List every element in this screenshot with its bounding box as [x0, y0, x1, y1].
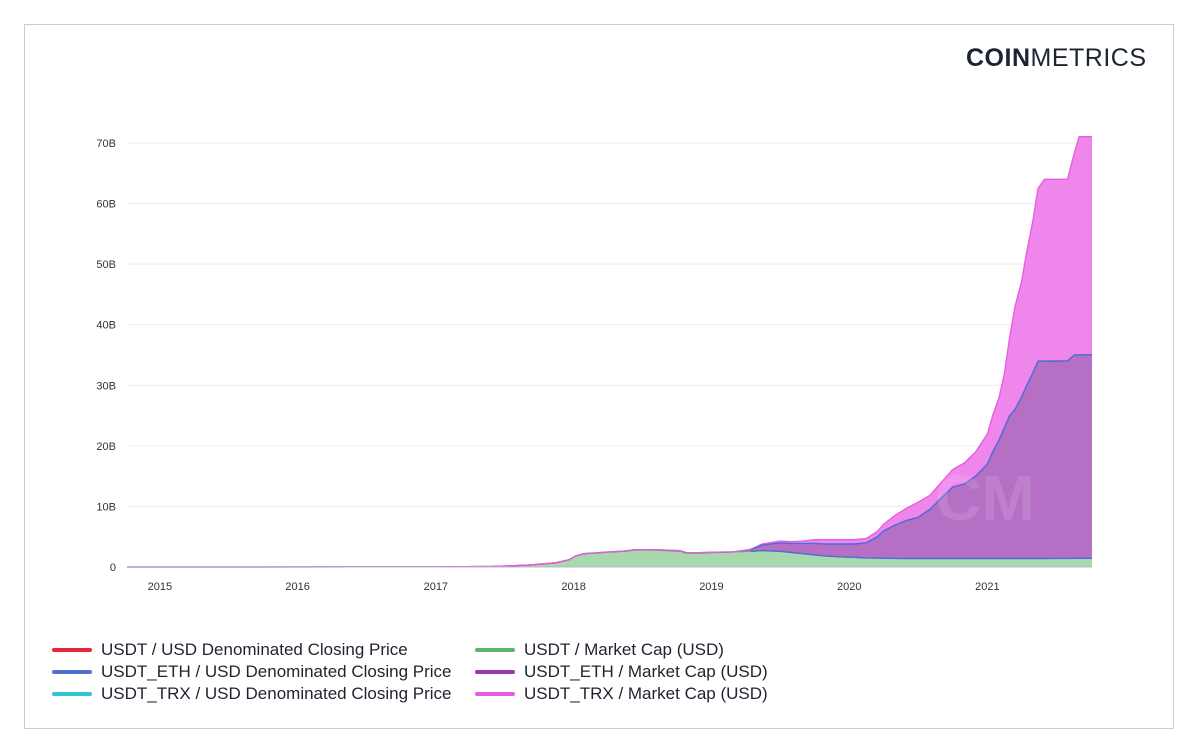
legend-label: USDT_ETH / USD Denominated Closing Price [101, 662, 452, 681]
legend-label: USDT / USD Denominated Closing Price [101, 640, 408, 659]
coinmetrics-logo: COINMETRICS [966, 44, 1147, 72]
usdt-boundary-line [750, 549, 1093, 560]
stacked-area-chart: 0 10B 20B 30B 40B 50B 60B 70B 2015 2016 2017 2018 20… [96, 135, 1093, 593]
y-tick-label: 50B [96, 259, 116, 271]
x-tick-label: 2017 [424, 581, 448, 593]
legend-item[interactable]: USDT_TRX / Market Cap (USD) [475, 684, 768, 704]
y-tick-label: 70B [96, 138, 116, 150]
legend-item[interactable]: USDT_ETH / Market Cap (USD) [475, 662, 768, 682]
legend-swatch [475, 670, 515, 674]
usdt-trx-market-cap-usd-line [127, 135, 1093, 568]
chart-legend: USDT / USD Denominated Closing Price USDT… [52, 640, 812, 710]
legend-label: USDT / Market Cap (USD) [524, 640, 724, 659]
y-tick-label: 10B [96, 501, 116, 513]
x-tick-label: 2020 [837, 581, 861, 593]
usdt-eth-boundary-line [750, 354, 1093, 551]
legend-item[interactable]: USDT / Market Cap (USD) [475, 640, 724, 660]
y-tick-label: 20B [96, 441, 116, 453]
x-tick-label: 2016 [285, 581, 309, 593]
legend-swatch [52, 692, 92, 696]
legend-swatch [475, 692, 515, 696]
legend-swatch [52, 648, 92, 652]
legend-item[interactable]: USDT / USD Denominated Closing Price [52, 640, 408, 660]
legend-label: USDT_ETH / Market Cap (USD) [524, 662, 768, 681]
legend-swatch [52, 670, 92, 674]
legend-item[interactable]: USDT_TRX / USD Denominated Closing Price [52, 684, 452, 704]
legend-swatch [475, 648, 515, 652]
legend-label: USDT_TRX / Market Cap (USD) [524, 684, 768, 703]
usdt-eth-market-cap-usd-area [127, 354, 1092, 567]
y-tick-label: 40B [96, 320, 116, 332]
x-tick-label: 2021 [975, 581, 999, 593]
legend-item[interactable]: USDT_ETH / USD Denominated Closing Price [52, 662, 452, 682]
x-tick-label: 2019 [699, 581, 723, 593]
legend-label: USDT_TRX / USD Denominated Closing Price [101, 684, 452, 703]
y-tick-label: 60B [96, 199, 116, 211]
x-tick-label: 2015 [148, 581, 172, 593]
y-tick-label: 30B [96, 380, 116, 392]
y-tick-label: 0 [110, 562, 116, 574]
x-tick-label: 2018 [561, 581, 585, 593]
chart-frame [24, 24, 1174, 729]
usdt-market-cap-usd-area [127, 550, 1092, 567]
cm-watermark: CM [935, 462, 1035, 534]
